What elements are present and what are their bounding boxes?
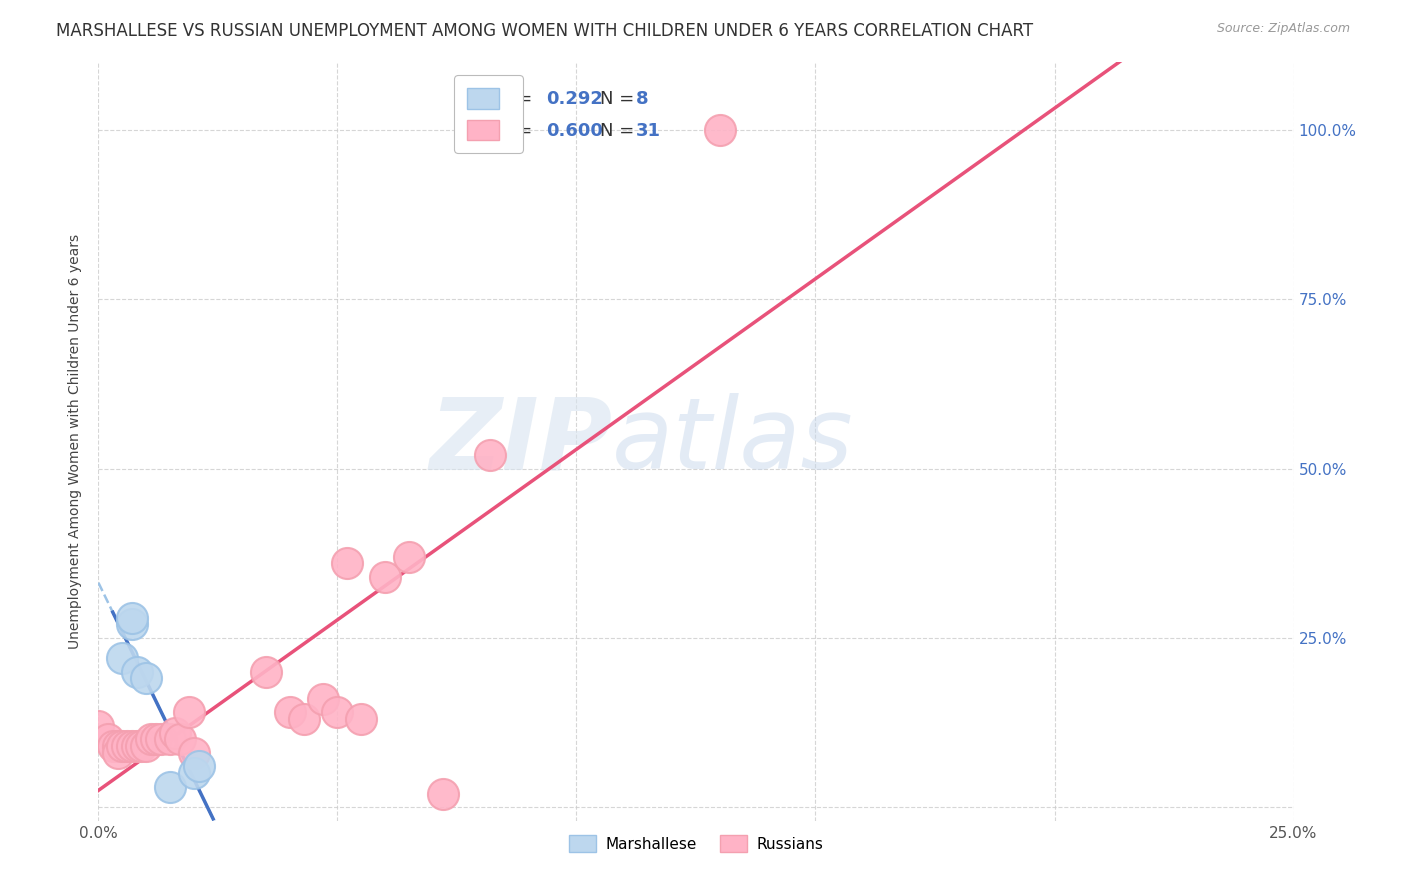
Point	[326, 706, 349, 720]
Point	[709, 123, 731, 137]
Text: N =: N =	[600, 121, 640, 140]
Point	[87, 719, 110, 733]
Point	[121, 610, 143, 624]
Point	[183, 746, 205, 760]
Point	[312, 691, 335, 706]
Point	[254, 665, 277, 679]
Point	[131, 739, 153, 754]
Text: Source: ZipAtlas.com: Source: ZipAtlas.com	[1216, 22, 1350, 36]
Point	[101, 739, 124, 754]
Text: MARSHALLESE VS RUSSIAN UNEMPLOYMENT AMONG WOMEN WITH CHILDREN UNDER 6 YEARS CORR: MARSHALLESE VS RUSSIAN UNEMPLOYMENT AMON…	[56, 22, 1033, 40]
Point	[125, 665, 148, 679]
Text: 0.292: 0.292	[547, 90, 603, 108]
Text: 31: 31	[637, 121, 661, 140]
Point	[278, 706, 301, 720]
Text: 8: 8	[637, 90, 648, 108]
Point	[159, 780, 181, 794]
Point	[135, 672, 157, 686]
Point	[159, 732, 181, 747]
Point	[432, 787, 454, 801]
Point	[479, 448, 502, 462]
Point	[374, 570, 396, 584]
Point	[292, 712, 315, 726]
Point	[139, 732, 162, 747]
Text: atlas: atlas	[613, 393, 853, 490]
Point	[398, 549, 420, 564]
Point	[111, 651, 134, 665]
Point	[121, 739, 143, 754]
Y-axis label: Unemployment Among Women with Children Under 6 years: Unemployment Among Women with Children U…	[69, 234, 83, 649]
Point	[97, 732, 120, 747]
Point	[169, 732, 191, 747]
Point	[135, 739, 157, 754]
Point	[350, 712, 373, 726]
Text: R =: R =	[499, 90, 537, 108]
Point	[183, 766, 205, 780]
Point	[115, 739, 138, 754]
Text: N =: N =	[600, 90, 640, 108]
Point	[163, 725, 186, 739]
Text: R =: R =	[499, 121, 537, 140]
Point	[336, 557, 359, 571]
Point	[187, 759, 209, 773]
Point	[149, 732, 172, 747]
Point	[125, 739, 148, 754]
Text: 0.600: 0.600	[547, 121, 603, 140]
Point	[107, 739, 129, 754]
Point	[107, 746, 129, 760]
Point	[179, 706, 201, 720]
Text: ZIP: ZIP	[429, 393, 613, 490]
Point	[111, 739, 134, 754]
Point	[145, 732, 167, 747]
Legend: Marshallese, Russians: Marshallese, Russians	[562, 829, 830, 858]
Point	[121, 617, 143, 632]
